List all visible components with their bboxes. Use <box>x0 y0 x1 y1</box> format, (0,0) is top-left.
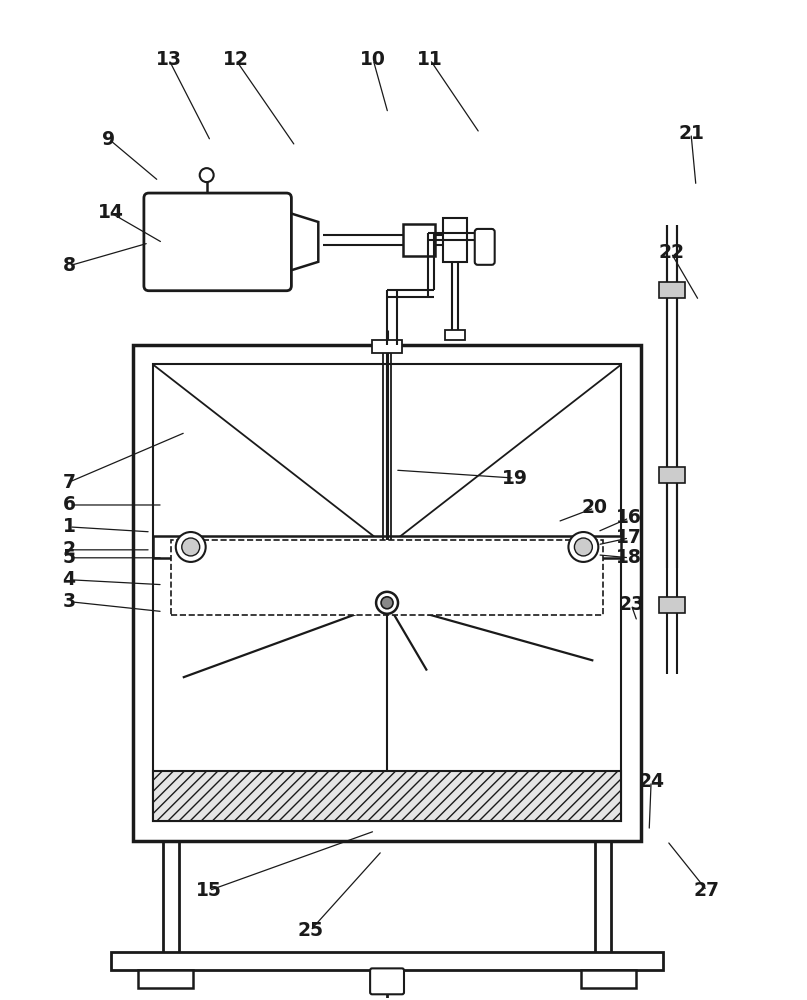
Text: 4: 4 <box>63 570 76 589</box>
Text: 13: 13 <box>156 50 182 69</box>
Bar <box>659 597 685 613</box>
Bar <box>372 340 402 353</box>
Bar <box>165 252 236 270</box>
Bar <box>111 952 663 970</box>
Polygon shape <box>286 212 318 272</box>
Bar <box>659 467 685 483</box>
Bar <box>133 345 642 841</box>
Text: 27: 27 <box>694 881 720 900</box>
Circle shape <box>182 538 199 556</box>
Text: 23: 23 <box>618 595 644 614</box>
Circle shape <box>568 532 598 562</box>
FancyBboxPatch shape <box>144 193 291 291</box>
Bar <box>659 282 685 298</box>
Text: 21: 21 <box>678 124 704 143</box>
Bar <box>581 970 636 988</box>
Bar <box>403 224 435 256</box>
Circle shape <box>199 168 214 182</box>
Text: 11: 11 <box>417 50 443 69</box>
Text: 15: 15 <box>196 881 222 900</box>
Text: 20: 20 <box>581 498 608 517</box>
Text: 25: 25 <box>297 921 324 940</box>
Text: 16: 16 <box>617 508 642 527</box>
Bar <box>171 540 604 615</box>
Bar <box>443 218 466 262</box>
Text: 7: 7 <box>63 473 76 492</box>
Circle shape <box>381 597 393 609</box>
FancyBboxPatch shape <box>475 229 495 265</box>
Bar <box>153 364 621 821</box>
FancyBboxPatch shape <box>370 968 404 994</box>
Text: 17: 17 <box>617 528 642 547</box>
Text: 2: 2 <box>63 540 76 559</box>
Text: 6: 6 <box>63 495 76 514</box>
Bar <box>165 226 236 270</box>
Text: 8: 8 <box>63 256 76 275</box>
Text: 5: 5 <box>63 548 76 567</box>
Text: 24: 24 <box>638 772 664 791</box>
Bar <box>153 771 621 821</box>
Text: 22: 22 <box>658 243 684 262</box>
Bar <box>153 536 621 558</box>
Text: 12: 12 <box>223 50 249 69</box>
Bar <box>445 330 465 340</box>
Text: 10: 10 <box>360 50 386 69</box>
Text: 1: 1 <box>63 517 76 536</box>
Text: 14: 14 <box>98 203 124 222</box>
Circle shape <box>376 592 398 614</box>
Text: 18: 18 <box>617 548 642 567</box>
Text: 9: 9 <box>102 130 115 149</box>
Text: 3: 3 <box>63 592 76 611</box>
Circle shape <box>575 538 592 556</box>
Circle shape <box>176 532 206 562</box>
Bar <box>138 970 193 988</box>
Text: 19: 19 <box>502 469 528 488</box>
Bar <box>173 542 601 613</box>
